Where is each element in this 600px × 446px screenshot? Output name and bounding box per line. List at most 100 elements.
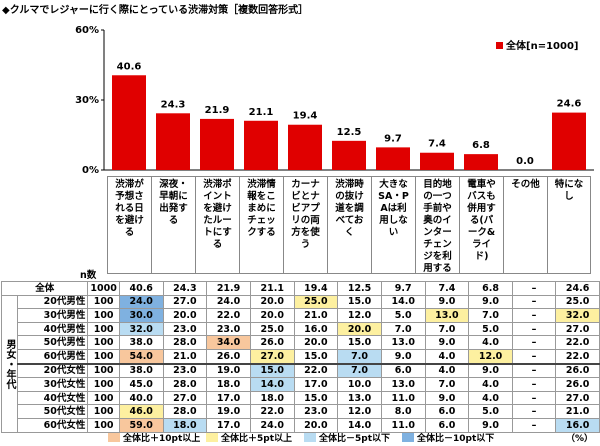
table-cell: 45.0 [118,377,164,392]
table-cell: 9.0 [380,348,426,365]
x-tick-label: 渋滞時の抜け道を調べておく [327,176,371,274]
table-cell: 9.0 [424,294,470,310]
table-cell: – [511,362,557,379]
table-cell: 15.0 [249,362,295,379]
table-cell: 21.0 [293,308,339,323]
table-cell: 28.0 [162,404,208,419]
table-cell: – [511,404,557,419]
table-cell: 12.5 [337,281,382,296]
y-tick-label: 0% [82,165,99,176]
table-cell: 23.0 [293,404,339,419]
table-row: 60代女性 100 59.0 18.0 17.0 24.0 20.0 14.0 11.0 6.0 9… [2,417,600,433]
table-cell: 46.0 [118,404,164,419]
table-cell: 20.0 [293,417,339,433]
table-cell: 32.0 [555,308,600,323]
table-cell: 27.0 [555,321,600,337]
value-label: 40.6 [117,61,142,72]
table-cell: 26.0 [555,377,600,392]
n-header: n数 [80,270,97,281]
table-cell: 5.0 [468,404,513,419]
table-cell: 26.0 [555,362,600,379]
table-cell: 38.0 [118,362,164,379]
table-cell: 23.0 [162,362,208,379]
n-cell: 1000 [87,281,120,296]
n-cell: 100 [87,348,120,365]
n-cell: 100 [87,404,120,419]
bar [464,154,498,170]
table-cell: 9.0 [468,362,513,379]
table-cell: 28.0 [162,377,208,392]
legend-item: 全体比＋5pt以上 [206,431,292,444]
table-cell: 25.0 [293,294,339,310]
row-label: 50代女性 [16,404,89,419]
table-cell: 24.6 [555,281,600,296]
table-cell: 19.4 [293,281,339,296]
table-cell: 59.0 [118,417,164,433]
value-label: 0.0 [516,156,534,167]
table-cell: 19.0 [206,404,251,419]
value-label: 12.5 [337,127,362,138]
table-cell: 7.0 [380,321,426,337]
table-row: 全体 1000 40.6 24.3 21.9 21.1 19.4 12.5 9.7 7.4 6.8–… [0,281,600,296]
bar [156,113,190,170]
table-cell: 7.4 [424,281,470,296]
table-row: 60代男性 100 54.0 21.0 26.0 27.0 15.0 7.0 9.0 4.0 12.… [2,348,600,365]
table-cell: 14.0 [249,377,295,392]
group-label: 男女・年代 [1,294,18,433]
table-cell: – [511,281,557,296]
table-cell: – [511,377,557,392]
table-cell: 12.0 [337,308,382,323]
row-label: 60代女性 [16,417,89,433]
table-cell: 13.0 [424,308,470,323]
data-table: 全体 1000 40.6 24.3 21.9 21.1 19.4 12.5 9.7 7.4 6.8–… [0,281,600,433]
table-cell: 20.0 [162,308,208,323]
table-cell: 15.0 [337,335,382,350]
table-cell: 20.0 [293,335,339,350]
table-cell: 40.6 [118,281,164,296]
bar [112,75,146,170]
table-cell: 9.0 [468,294,513,310]
table-cell: 20.0 [249,308,295,323]
n-cell: 100 [87,417,120,433]
table-cell: 6.8 [468,281,513,296]
row-label: 40代男性 [16,321,89,337]
legend-label: 全体比＋10pt以上 [123,434,201,444]
table-row: 40代男性 100 32.0 23.0 23.0 25.0 16.0 20.0 7.0 7.0 5.… [2,321,600,337]
value-label: 21.9 [205,105,230,116]
row-label: 30代女性 [16,377,89,392]
value-label: 19.4 [293,111,318,122]
bar [420,152,454,170]
x-tick-label: 渋滞情報をこまめにチェックする [239,176,283,274]
table-cell: 27.0 [162,390,208,406]
table-cell: 25.0 [249,321,295,337]
bar [332,140,366,170]
table-row: 男女・年代 20代男性 100 24.0 27.0 24.0 20.0 25.0 15.0 14.… [1,294,600,433]
table-cell: 5.0 [380,308,426,323]
table-cell: 27.0 [249,348,295,365]
legend-label: 全体比＋5pt以上 [221,434,293,444]
table-cell: 26.0 [206,348,251,365]
y-tick-label: 60% [75,25,99,36]
table-row: 30代女性 100 45.0 28.0 18.0 14.0 17.0 10.0 13.0 7.0 4… [2,377,600,392]
table-cell: 11.0 [380,390,426,406]
legend-swatch [206,433,218,442]
x-tick-label: その他 [503,176,547,274]
table-cell: 22.0 [249,404,295,419]
legend-swatch [108,433,120,442]
table-cell: 21.9 [206,281,251,296]
table-cell: – [511,335,557,350]
table-cell: – [511,348,557,365]
table-cell: 23.0 [206,321,251,337]
legend-swatch [402,433,414,442]
table-cell: 24.0 [118,294,164,310]
table-cell: 38.0 [118,335,164,350]
legend-swatch [496,42,503,49]
table-cell: 19.0 [206,362,251,379]
table-cell: 13.0 [337,390,382,406]
bar [244,120,278,170]
table-cell: 12.0 [468,348,513,365]
table-cell: 4.0 [468,390,513,406]
table-cell: 24.0 [206,294,251,310]
row-label: 全体 [0,281,89,296]
legend-item: 全体比－5pt以下 [304,431,390,444]
